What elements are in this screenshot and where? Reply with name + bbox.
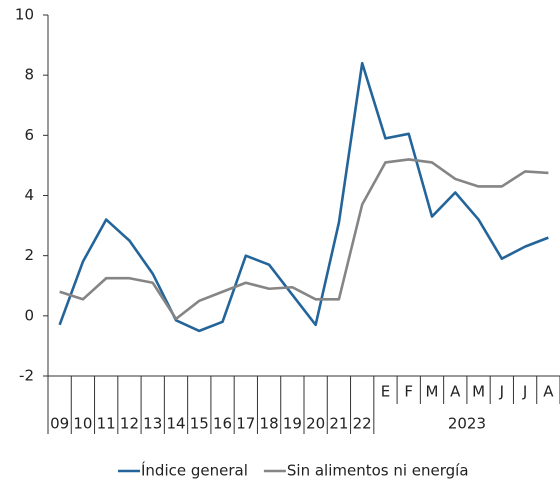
x-tick-label: 18	[260, 415, 279, 433]
x-tick-label: 22	[353, 415, 372, 433]
x-tick-label: 19	[283, 415, 302, 433]
y-tick-label: 10	[15, 6, 34, 24]
x-tick-label: J	[499, 383, 504, 401]
x-tick-label: 17	[236, 415, 255, 433]
x-tick-label: 10	[73, 415, 92, 433]
x-tick-label: 13	[143, 415, 162, 433]
x-tick-label: 14	[166, 415, 185, 433]
series-line	[59, 158, 549, 321]
legend-label: Sin alimentos ni energía	[287, 462, 469, 480]
x-tick-label: M	[472, 383, 485, 401]
y-tick-label: 6	[24, 126, 34, 144]
y-tick-label: -2	[19, 367, 34, 385]
y-tick-label: 0	[24, 306, 34, 324]
x-tick-label: 12	[120, 415, 139, 433]
x-tick-label: A	[543, 383, 554, 401]
y-tick-label: 2	[24, 246, 34, 264]
x-tick-label: J	[522, 383, 527, 401]
y-tick-label: 8	[24, 66, 34, 84]
x-tick-label: 15	[190, 415, 209, 433]
x-tick-label: M	[426, 383, 439, 401]
y-tick-label: 4	[24, 186, 34, 204]
x-tick-label: 09	[50, 415, 69, 433]
legend-label: Índice general	[141, 461, 248, 480]
x-tick-label: A	[450, 383, 461, 401]
x-tick-label: 20	[306, 415, 325, 433]
group-label: 2023	[448, 415, 486, 433]
x-tick-label: 21	[329, 415, 348, 433]
x-tick-label: F	[404, 383, 413, 401]
x-tick-label: E	[381, 383, 390, 401]
series-line	[58, 61, 549, 333]
x-tick-label: 16	[213, 415, 232, 433]
x-tick-label: 11	[97, 415, 116, 433]
